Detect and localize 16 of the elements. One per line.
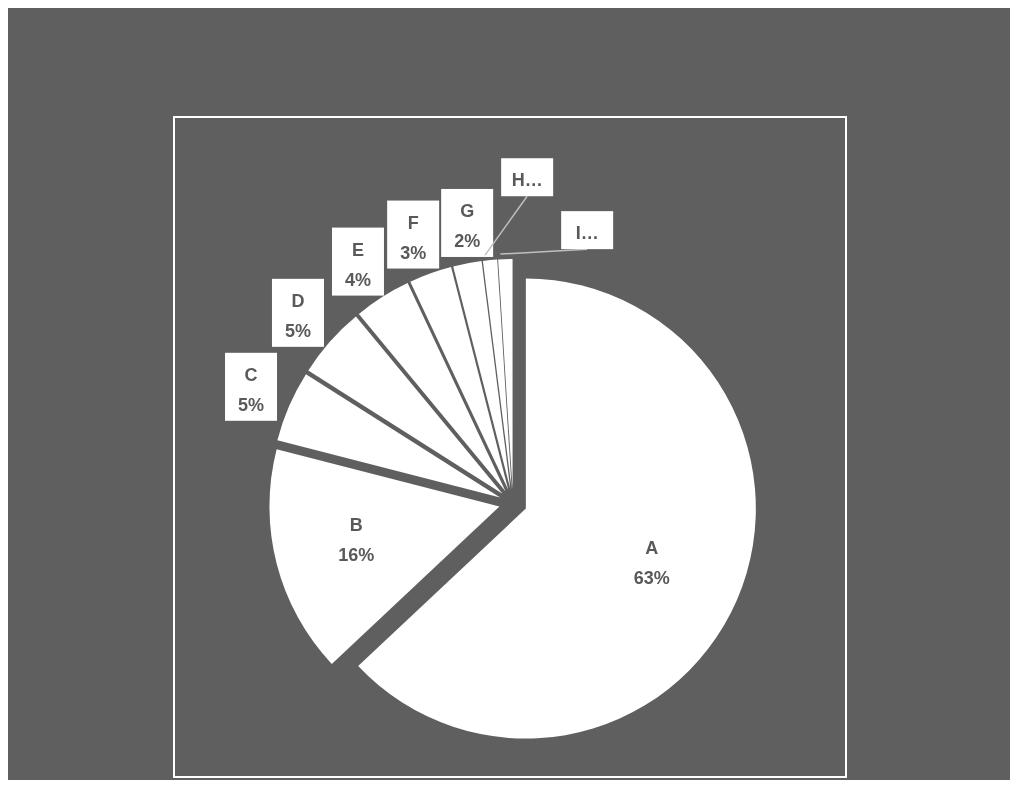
data-label: 63% — [633, 568, 670, 589]
data-label: 3% — [400, 242, 427, 263]
slice-label: C — [244, 364, 258, 385]
slice-label: A — [645, 538, 659, 559]
slice-label: H… — [511, 170, 543, 191]
slice-label: F — [407, 212, 419, 233]
slice-label: I… — [575, 223, 599, 244]
slice-label: E — [351, 239, 364, 260]
data-label: 4% — [344, 269, 371, 290]
slice-label: D — [291, 290, 305, 311]
data-label: 2% — [454, 230, 481, 251]
data-label: 5% — [238, 394, 265, 415]
data-label: 5% — [284, 320, 311, 341]
slice-label: G — [460, 200, 475, 221]
slice-label: B — [349, 514, 363, 535]
data-label: 16% — [338, 544, 375, 565]
